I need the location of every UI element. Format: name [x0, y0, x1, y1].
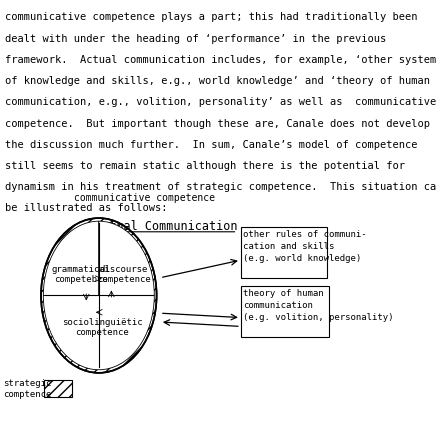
FancyBboxPatch shape: [241, 227, 327, 278]
Text: Actual Communication: Actual Communication: [95, 220, 238, 233]
Text: strategic
comptence: strategic comptence: [3, 380, 51, 399]
Text: still seems to remain static although there is the potential for: still seems to remain static although th…: [5, 161, 405, 171]
FancyBboxPatch shape: [44, 380, 72, 397]
Text: communicative competence: communicative competence: [74, 193, 215, 202]
Text: competence.  But important though these are, Canale does not develop: competence. But important though these a…: [5, 118, 430, 129]
Text: discourse
competence: discourse competence: [97, 264, 150, 284]
Wedge shape: [43, 295, 154, 370]
Text: communicative competence plays a part; this had traditionally been: communicative competence plays a part; t…: [5, 12, 417, 22]
Text: be illustrated as follows:: be illustrated as follows:: [5, 203, 167, 214]
Text: of knowledge and skills, e.g., world knowledge’ and ‘theory of human: of knowledge and skills, e.g., world kno…: [5, 76, 430, 86]
Text: the discussion much further.  In sum, Canale’s model of competence: the discussion much further. In sum, Can…: [5, 140, 417, 150]
Text: dealt with under the heading of ‘performance’ in the previous: dealt with under the heading of ‘perform…: [5, 34, 386, 44]
Text: framework.  Actual communication includes, for example, ‘other systems: framework. Actual communication includes…: [5, 55, 436, 65]
Text: sociolinguiëtic
competence: sociolinguiëtic competence: [62, 318, 143, 337]
Text: communication, e.g., volition, personality’ as well as  communicative: communication, e.g., volition, personali…: [5, 97, 436, 107]
Text: theory of human
communication
(e.g. volition, personality): theory of human communication (e.g. voli…: [243, 289, 394, 322]
Circle shape: [41, 218, 157, 373]
Wedge shape: [43, 221, 99, 295]
Text: grammatical
competebce: grammatical competebce: [51, 264, 110, 284]
FancyBboxPatch shape: [241, 286, 329, 336]
Wedge shape: [99, 221, 154, 295]
Text: dynamism in his treatment of strategic competence.  This situation can: dynamism in his treatment of strategic c…: [5, 182, 436, 192]
Text: other rules of communi-
cation and skills
(e.g. world knowledge): other rules of communi- cation and skill…: [243, 231, 367, 263]
